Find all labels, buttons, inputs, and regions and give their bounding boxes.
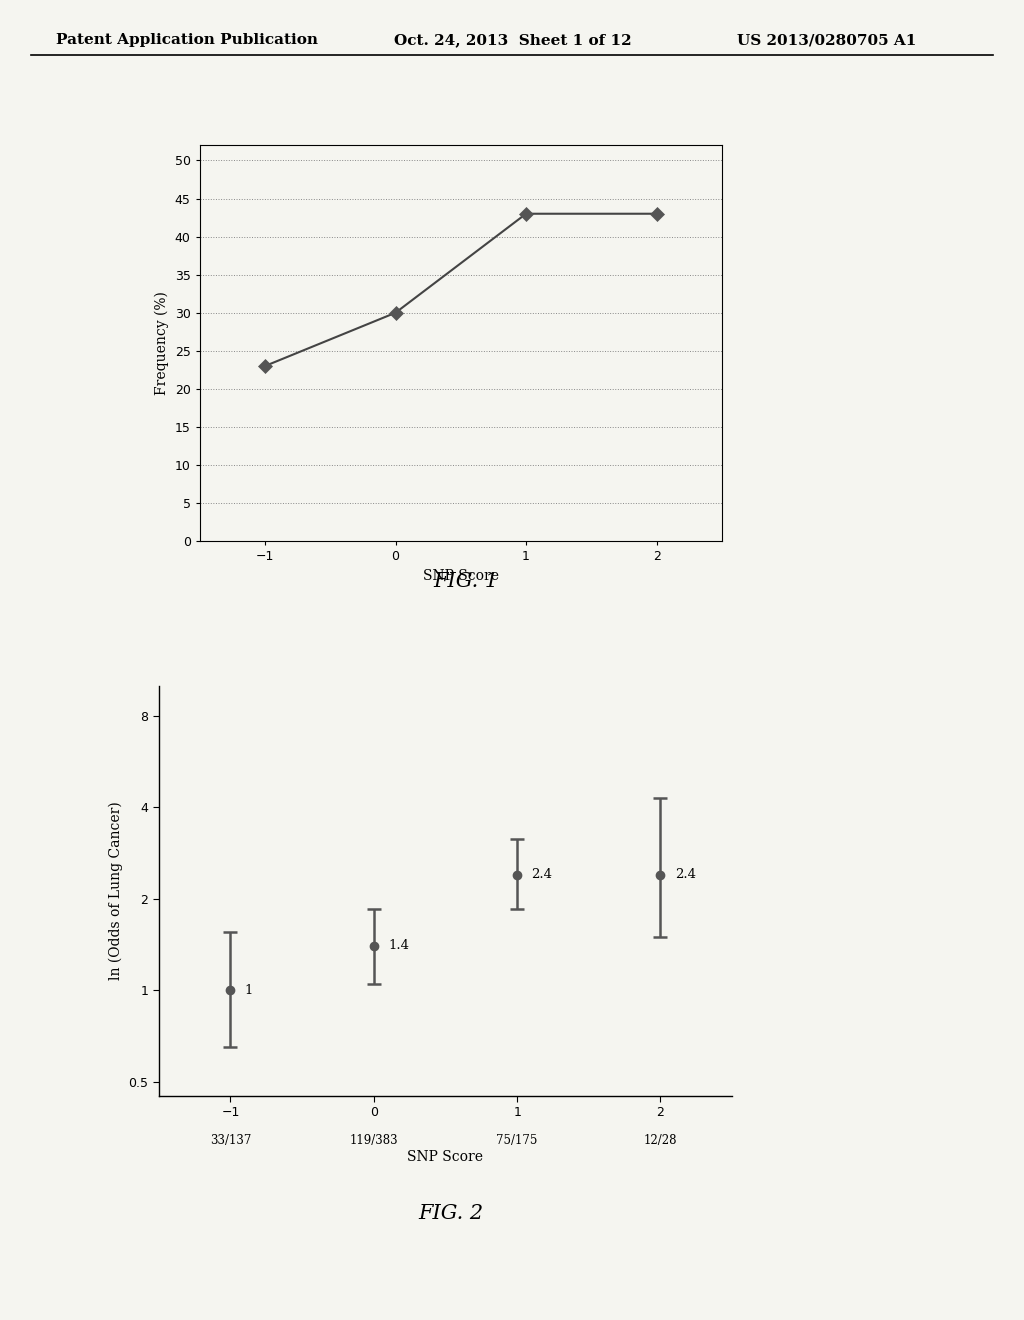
Text: 2.4: 2.4	[531, 869, 553, 882]
Text: FIG. 1: FIG. 1	[433, 572, 499, 590]
X-axis label: SNP Score: SNP Score	[423, 569, 499, 583]
Text: 2.4: 2.4	[675, 869, 696, 882]
Text: 12/28: 12/28	[644, 1134, 677, 1147]
Y-axis label: ln (Odds of Lung Cancer): ln (Odds of Lung Cancer)	[109, 801, 123, 981]
Text: Patent Application Publication: Patent Application Publication	[56, 33, 318, 48]
Text: 75/175: 75/175	[497, 1134, 538, 1147]
Text: 1.4: 1.4	[388, 940, 410, 952]
Text: 119/383: 119/383	[349, 1134, 398, 1147]
Y-axis label: Frequency (%): Frequency (%)	[155, 292, 169, 395]
Text: FIG. 2: FIG. 2	[418, 1204, 483, 1222]
Text: US 2013/0280705 A1: US 2013/0280705 A1	[737, 33, 916, 48]
X-axis label: SNP Score: SNP Score	[408, 1150, 483, 1163]
Text: 33/137: 33/137	[210, 1134, 251, 1147]
Text: 1: 1	[245, 983, 253, 997]
Text: Oct. 24, 2013  Sheet 1 of 12: Oct. 24, 2013 Sheet 1 of 12	[394, 33, 632, 48]
